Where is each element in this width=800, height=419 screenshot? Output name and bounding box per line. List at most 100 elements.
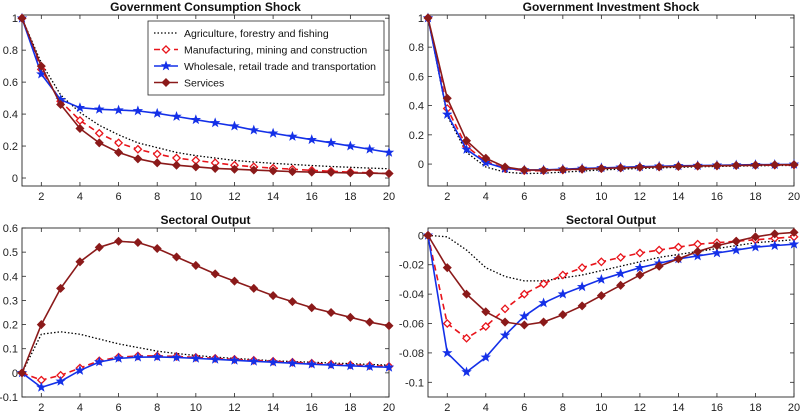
y-tick-label: 0.4 (3, 109, 18, 121)
x-tick-label: 18 (344, 191, 356, 203)
data-point (75, 123, 85, 133)
data-point (133, 154, 143, 164)
data-point (616, 280, 626, 290)
series-3 (16, 12, 395, 157)
data-point (577, 301, 587, 311)
data-point (500, 162, 510, 172)
data-point (268, 166, 278, 176)
data-point (462, 289, 472, 299)
series-4 (423, 13, 799, 175)
data-point (750, 160, 760, 170)
data-point (152, 351, 163, 362)
data-point (229, 354, 240, 365)
chart-title: Government Consumption Shock (110, 0, 301, 14)
data-point (171, 111, 182, 121)
data-point (345, 312, 355, 322)
chart-panel-3: Sectoral Output 2 4 6 8 10 12 14 16 18 20 -0.1 0 0.1 0… (0, 213, 395, 414)
data-point (596, 257, 606, 267)
x-tick-label: 14 (267, 402, 279, 414)
data-point (36, 61, 46, 71)
x-tick-label: 6 (116, 191, 122, 203)
data-point (287, 297, 297, 307)
data-point (654, 245, 664, 255)
data-point (481, 153, 491, 163)
data-point (287, 167, 297, 177)
data-point (519, 165, 529, 175)
data-point (325, 359, 337, 370)
data-point (731, 244, 742, 255)
x-tick-label: 10 (595, 191, 607, 203)
y-tick-label: -0.02 (399, 260, 424, 272)
x-tick-label: 16 (711, 402, 723, 414)
x-tick-label: 4 (483, 191, 489, 203)
y-tick-label: -0.1 (405, 377, 424, 389)
data-point (172, 252, 182, 262)
data-point (248, 124, 259, 135)
x-tick-label: 20 (383, 402, 395, 414)
data-point (712, 161, 722, 171)
series-line (21, 331, 390, 374)
data-point (634, 262, 646, 273)
data-point (210, 163, 220, 173)
data-point (325, 137, 337, 148)
x-tick-label: 4 (77, 191, 83, 203)
data-point (750, 241, 761, 252)
data-point (307, 303, 317, 313)
data-point (596, 291, 606, 301)
data-point (114, 138, 124, 148)
x-tick-label: 2 (444, 191, 450, 203)
chart-title: Sectoral Output (566, 213, 656, 227)
data-point (190, 352, 202, 363)
data-point (132, 105, 144, 116)
legend: Agriculture, forestry and fishing Manufac… (147, 20, 385, 96)
data-point (750, 232, 760, 242)
y-tick-label: 0.3 (3, 295, 18, 307)
data-point (673, 242, 683, 252)
data-point (616, 252, 626, 262)
y-tick-label: 0 (418, 230, 424, 242)
y-tick-label: 1 (12, 13, 18, 25)
x-tick-label: 18 (749, 402, 761, 414)
x-tick-label: 6 (521, 402, 527, 414)
data-point (267, 356, 279, 367)
x-tick-label: 18 (344, 402, 356, 414)
x-tick-label: 12 (634, 402, 646, 414)
data-point (75, 257, 85, 267)
data-point (500, 304, 510, 314)
x-tick-label: 4 (77, 402, 83, 414)
data-point (519, 310, 530, 321)
y-tick-label: 0.2 (409, 130, 424, 142)
x-tick-label: 12 (228, 402, 240, 414)
legend-label: Wholesale, retail trade and transportati… (184, 61, 376, 73)
y-tick-label: -0.04 (399, 289, 424, 301)
data-point (152, 149, 162, 159)
data-point (74, 364, 86, 375)
data-point (577, 164, 587, 174)
y-tick-label: 0.5 (3, 247, 18, 259)
data-point (693, 161, 703, 171)
data-point (423, 230, 433, 240)
data-point (287, 357, 298, 368)
x-tick-label: 2 (38, 191, 44, 203)
data-point (345, 168, 355, 178)
data-point (152, 158, 162, 168)
x-tick-label: 8 (560, 402, 566, 414)
legend-label: Services (184, 77, 224, 89)
data-point (673, 254, 683, 264)
data-point (94, 128, 104, 138)
x-tick-label: 20 (788, 191, 800, 203)
data-point (481, 307, 491, 317)
data-point (499, 329, 511, 340)
x-tick-label: 8 (154, 191, 160, 203)
x-tick-label: 8 (154, 402, 160, 414)
data-point (287, 130, 298, 141)
data-point (229, 276, 239, 286)
x-tick-label: 8 (560, 191, 566, 203)
data-point (94, 242, 104, 252)
x-tick-label: 2 (38, 402, 44, 414)
data-point (365, 317, 375, 327)
data-point (769, 240, 780, 251)
x-tick-label: 16 (711, 191, 723, 203)
legend-box (147, 20, 385, 96)
